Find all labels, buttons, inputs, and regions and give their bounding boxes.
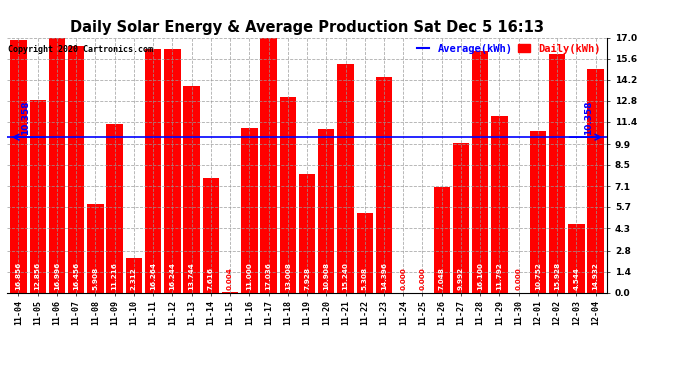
Text: 2.312: 2.312	[131, 267, 137, 290]
Bar	[299, 174, 315, 292]
Text: 0.000: 0.000	[400, 267, 406, 290]
Bar	[126, 258, 142, 292]
Bar	[30, 100, 46, 292]
Text: 5.908: 5.908	[92, 267, 99, 290]
Text: 17.036: 17.036	[266, 262, 272, 290]
Text: 16.856: 16.856	[15, 262, 21, 290]
Bar	[318, 129, 335, 292]
Text: 13.744: 13.744	[188, 262, 195, 290]
Bar	[106, 124, 123, 292]
Text: 10.908: 10.908	[324, 262, 329, 290]
Text: 14.396: 14.396	[381, 262, 387, 290]
Text: Copyright 2020 Cartronics.com: Copyright 2020 Cartronics.com	[8, 45, 153, 54]
Text: 10.358: 10.358	[584, 100, 593, 135]
Text: 14.932: 14.932	[593, 262, 599, 290]
Text: 4.544: 4.544	[573, 267, 580, 290]
Bar	[164, 49, 181, 292]
Bar	[260, 37, 277, 292]
Bar	[279, 98, 296, 292]
Bar	[569, 224, 584, 292]
Bar	[587, 69, 604, 292]
Text: 16.456: 16.456	[73, 262, 79, 290]
Bar	[241, 128, 257, 292]
Bar	[184, 86, 200, 292]
Legend: Average(kWh), Daily(kWh): Average(kWh), Daily(kWh)	[413, 40, 605, 58]
Text: 16.244: 16.244	[169, 262, 175, 290]
Bar	[491, 116, 508, 292]
Bar	[530, 131, 546, 292]
Bar	[87, 204, 104, 292]
Text: 15.928: 15.928	[554, 262, 560, 290]
Bar	[68, 46, 84, 292]
Bar	[357, 213, 373, 292]
Bar	[10, 40, 27, 292]
Bar	[549, 54, 565, 292]
Text: 15.240: 15.240	[342, 262, 348, 290]
Text: 9.992: 9.992	[458, 267, 464, 290]
Text: 7.048: 7.048	[439, 267, 445, 290]
Text: 16.264: 16.264	[150, 262, 156, 290]
Bar	[337, 64, 354, 292]
Bar	[472, 51, 489, 292]
Text: 11.792: 11.792	[496, 262, 502, 290]
Text: 10.358: 10.358	[21, 100, 30, 135]
Bar	[203, 178, 219, 292]
Bar	[453, 142, 469, 292]
Text: 0.000: 0.000	[515, 267, 522, 290]
Title: Daily Solar Energy & Average Production Sat Dec 5 16:13: Daily Solar Energy & Average Production …	[70, 20, 544, 35]
Text: 0.000: 0.000	[420, 267, 426, 290]
Text: 11.216: 11.216	[112, 262, 118, 290]
Text: 7.616: 7.616	[208, 267, 214, 290]
Text: 13.008: 13.008	[285, 262, 290, 290]
Text: 10.752: 10.752	[535, 262, 541, 290]
Bar	[376, 76, 392, 292]
Text: 7.928: 7.928	[304, 267, 310, 290]
Bar	[49, 38, 65, 292]
Text: 12.856: 12.856	[34, 262, 41, 290]
Text: 0.004: 0.004	[227, 267, 233, 290]
Text: 5.308: 5.308	[362, 267, 368, 290]
Text: 16.996: 16.996	[54, 262, 60, 290]
Text: 16.100: 16.100	[477, 262, 483, 290]
Bar	[145, 48, 161, 292]
Text: 11.000: 11.000	[246, 262, 253, 290]
Bar	[433, 187, 450, 292]
